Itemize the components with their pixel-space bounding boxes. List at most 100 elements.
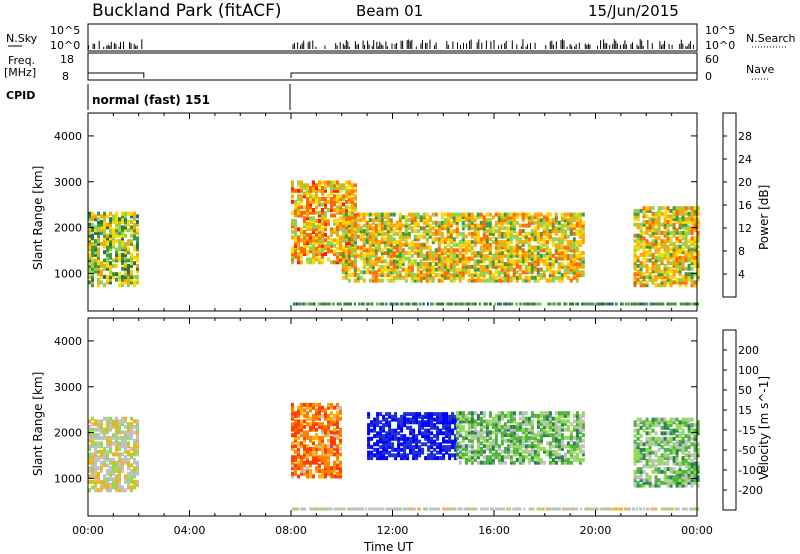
data-cell bbox=[569, 270, 573, 275]
data-cell bbox=[115, 211, 118, 216]
data-cell bbox=[306, 402, 309, 407]
data-cell bbox=[391, 417, 395, 422]
data-cell bbox=[121, 252, 124, 257]
data-cell bbox=[109, 225, 112, 230]
data-cell bbox=[351, 197, 354, 201]
data-cell bbox=[666, 456, 670, 461]
data-cell bbox=[645, 239, 649, 244]
data-cell bbox=[479, 245, 483, 250]
data-cell bbox=[422, 218, 426, 223]
data-cell bbox=[506, 411, 510, 416]
data-cell bbox=[377, 231, 381, 236]
data-cell bbox=[303, 224, 306, 229]
data-cell bbox=[467, 438, 471, 443]
data-cell bbox=[470, 245, 474, 250]
data-cell bbox=[530, 262, 534, 267]
data-cell bbox=[666, 439, 670, 444]
data-cell bbox=[467, 449, 471, 454]
data-cell bbox=[454, 420, 458, 425]
nsky-bar bbox=[527, 44, 528, 49]
data-cell bbox=[633, 472, 637, 477]
data-cell bbox=[666, 277, 670, 282]
data-cell bbox=[333, 230, 336, 234]
data-cell bbox=[687, 263, 691, 268]
data-cell bbox=[642, 447, 646, 452]
data-cell bbox=[315, 444, 318, 449]
data-cell bbox=[464, 242, 468, 247]
nsky-bar bbox=[642, 46, 644, 49]
data-cell bbox=[344, 248, 348, 253]
ground-scatter-cell bbox=[353, 302, 356, 306]
data-cell bbox=[103, 460, 106, 465]
data-cell bbox=[354, 205, 357, 210]
data-cell bbox=[330, 260, 333, 265]
data-cell bbox=[115, 444, 118, 449]
data-cell bbox=[536, 223, 540, 228]
data-cell bbox=[118, 283, 121, 288]
data-cell bbox=[312, 257, 315, 262]
data-cell bbox=[427, 436, 431, 441]
data-cell bbox=[347, 231, 351, 236]
data-cell bbox=[428, 234, 432, 239]
data-cell bbox=[294, 199, 297, 204]
data-cell bbox=[575, 264, 579, 269]
nsky-bar bbox=[362, 40, 364, 49]
data-cell bbox=[536, 446, 540, 451]
data-cell bbox=[696, 206, 700, 211]
data-cell bbox=[330, 243, 333, 248]
data-cell bbox=[455, 422, 459, 427]
data-cell bbox=[112, 228, 115, 233]
data-cell bbox=[398, 270, 402, 275]
nsky-bar bbox=[129, 42, 131, 49]
data-cell bbox=[642, 453, 646, 458]
data-cell bbox=[344, 220, 348, 225]
data-cell bbox=[109, 435, 112, 440]
data-cell bbox=[449, 251, 453, 256]
data-cell bbox=[527, 240, 531, 245]
data-cell bbox=[675, 228, 679, 233]
data-cell bbox=[696, 269, 700, 274]
data-cell bbox=[91, 263, 94, 268]
data-cell bbox=[365, 226, 369, 231]
data-cell bbox=[530, 270, 534, 275]
data-cell bbox=[575, 438, 579, 443]
data-cell bbox=[660, 436, 664, 441]
data-cell bbox=[666, 431, 670, 436]
data-cell bbox=[88, 211, 91, 216]
data-cell bbox=[407, 245, 411, 250]
data-cell bbox=[94, 263, 97, 268]
data-cell bbox=[306, 460, 309, 465]
data-cell bbox=[133, 274, 136, 279]
data-cell bbox=[127, 239, 130, 244]
data-cell bbox=[545, 419, 549, 424]
data-cell bbox=[690, 211, 694, 216]
data-cell bbox=[651, 274, 655, 279]
data-cell bbox=[536, 273, 540, 278]
data-cell bbox=[91, 455, 94, 460]
data-cell bbox=[548, 452, 552, 457]
data-cell bbox=[485, 248, 489, 253]
data-cell bbox=[379, 445, 383, 450]
data-cell bbox=[297, 444, 300, 449]
data-cell bbox=[575, 229, 579, 234]
data-cell bbox=[321, 249, 324, 254]
data-cell bbox=[663, 214, 667, 219]
data-cell bbox=[461, 438, 465, 443]
data-cell bbox=[633, 456, 637, 461]
data-cell bbox=[636, 214, 640, 219]
data-cell bbox=[530, 422, 534, 427]
data-cell bbox=[476, 231, 480, 236]
data-cell bbox=[485, 422, 489, 427]
data-cell bbox=[389, 223, 393, 228]
data-cell bbox=[130, 263, 133, 268]
data-cell bbox=[530, 218, 534, 223]
nsky-bar bbox=[589, 44, 591, 49]
data-cell bbox=[530, 231, 534, 236]
data-cell bbox=[443, 220, 447, 225]
nsky-bar bbox=[312, 40, 314, 49]
data-cell bbox=[321, 424, 324, 429]
nsky-bar bbox=[345, 40, 347, 49]
data-cell bbox=[506, 444, 510, 449]
data-cell bbox=[368, 259, 372, 264]
data-cell bbox=[395, 240, 399, 245]
